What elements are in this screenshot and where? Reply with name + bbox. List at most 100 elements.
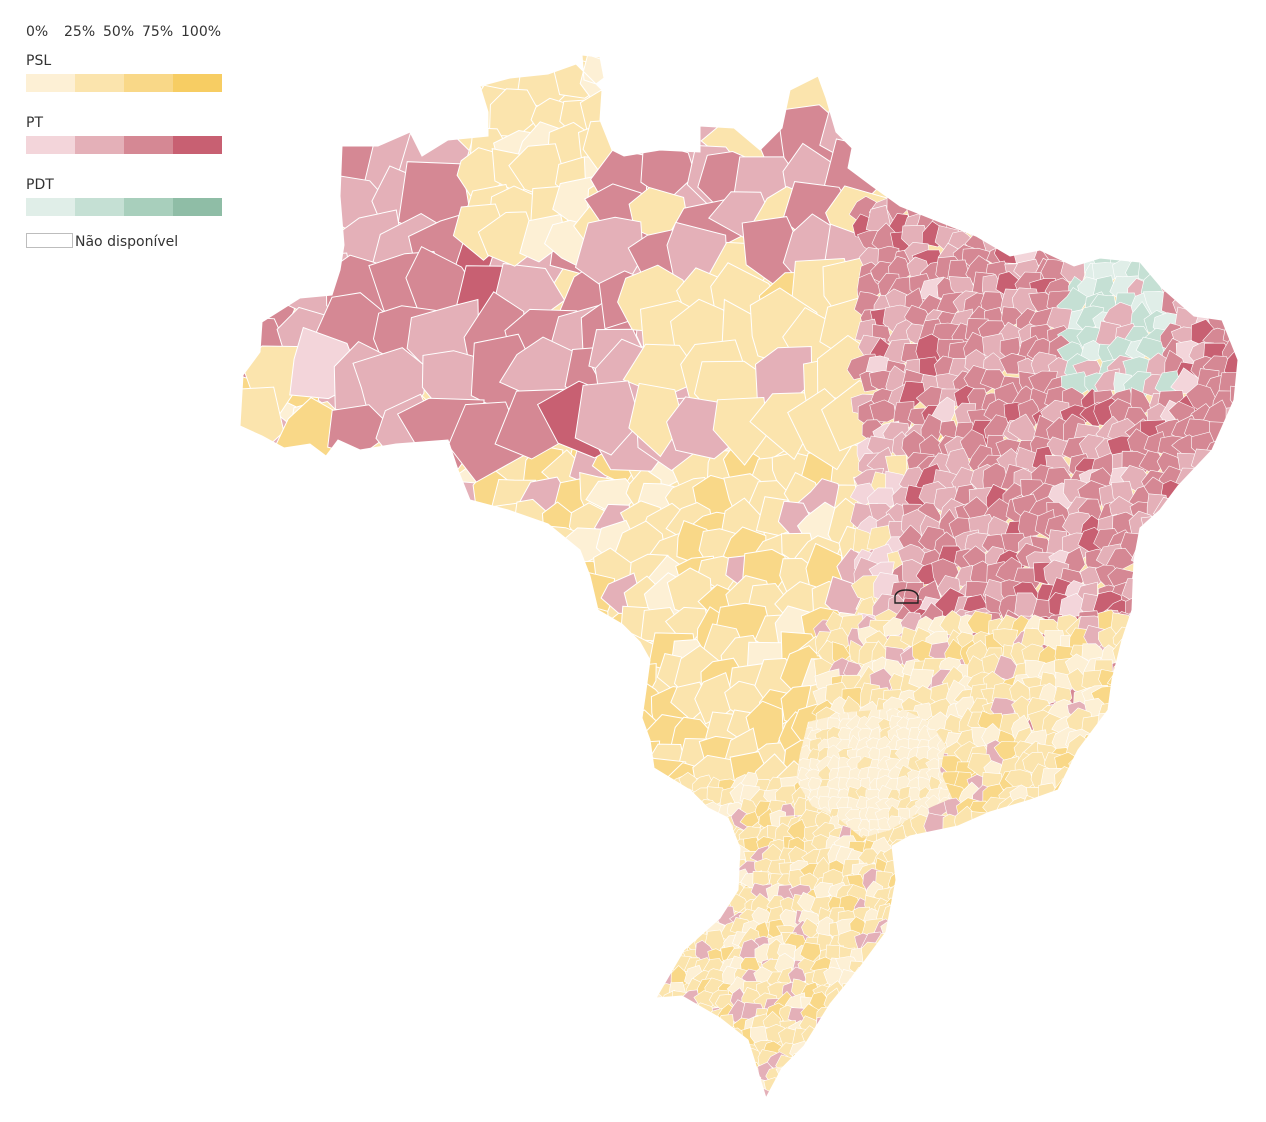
municipality (1206, 532, 1230, 564)
municipality (519, 626, 565, 676)
municipality (818, 1034, 837, 1060)
municipality (1128, 211, 1161, 238)
municipality (1176, 188, 1206, 215)
municipality (621, 916, 666, 955)
municipality (669, 1063, 686, 1081)
municipality (240, 705, 281, 758)
municipality (278, 574, 334, 622)
scale-label-75: 75% (142, 24, 174, 40)
municipality (645, 811, 668, 837)
municipality (860, 1032, 881, 1050)
municipality (309, 865, 351, 908)
municipality (1049, 197, 1082, 219)
municipality (1226, 609, 1238, 640)
municipality (680, 1086, 703, 1098)
municipality (438, 1095, 486, 1098)
municipality (812, 1106, 853, 1122)
municipality (281, 768, 331, 813)
municipality (1177, 592, 1205, 618)
municipality (1062, 232, 1090, 253)
municipality (515, 814, 562, 860)
municipality (566, 779, 611, 822)
municipality (261, 560, 294, 609)
municipality (708, 885, 729, 905)
municipality (694, 825, 713, 842)
municipality (575, 1028, 615, 1069)
municipality (339, 743, 381, 781)
municipality (259, 628, 306, 666)
municipality (344, 584, 380, 633)
municipality (880, 1103, 918, 1122)
municipality (472, 896, 517, 931)
municipality (1182, 519, 1207, 540)
municipality (693, 833, 712, 855)
municipality (851, 1103, 872, 1120)
municipality (256, 844, 291, 887)
municipality (1157, 614, 1184, 644)
municipality (1194, 692, 1220, 716)
municipality (1164, 582, 1186, 610)
municipality (718, 862, 738, 883)
municipality (668, 869, 721, 917)
municipality (887, 1085, 908, 1098)
municipality (1219, 573, 1238, 603)
municipality (644, 945, 664, 966)
municipality (541, 659, 591, 696)
municipality (488, 1047, 533, 1092)
municipality (291, 683, 331, 729)
municipality (671, 1095, 691, 1098)
municipality (1221, 696, 1238, 725)
municipality (484, 755, 536, 801)
ramp-step (26, 198, 75, 216)
municipality (656, 1071, 678, 1095)
municipality (847, 1003, 871, 1025)
municipality (657, 785, 678, 807)
municipality (492, 1019, 536, 1055)
municipality (467, 1091, 515, 1098)
municipality (1083, 758, 1111, 784)
municipality (592, 740, 639, 784)
municipality (1176, 656, 1204, 688)
municipality (407, 835, 449, 877)
municipality (1111, 744, 1135, 769)
municipality (527, 860, 566, 898)
municipality (742, 1100, 759, 1121)
municipality (247, 712, 302, 749)
municipality (649, 1041, 668, 1062)
municipality (886, 1014, 908, 1035)
municipality (717, 877, 733, 898)
municipality (240, 451, 279, 494)
municipality (594, 963, 636, 1011)
municipality (1218, 531, 1238, 563)
municipality (677, 917, 700, 939)
municipality (510, 675, 556, 725)
municipality (1039, 682, 1058, 705)
municipality (460, 941, 510, 987)
municipality (647, 785, 668, 804)
municipality (668, 910, 689, 930)
municipality (660, 898, 679, 917)
municipality (621, 794, 660, 838)
municipality (1049, 230, 1077, 255)
municipality (916, 963, 954, 1014)
municipality (410, 1026, 460, 1069)
municipality (833, 1047, 879, 1097)
municipality (668, 883, 686, 902)
municipality (758, 1096, 803, 1098)
municipality (625, 949, 672, 985)
municipality (648, 884, 667, 906)
municipality (934, 836, 952, 838)
municipality (390, 515, 430, 562)
municipality (542, 1075, 585, 1098)
municipality (682, 823, 705, 843)
municipality (527, 575, 567, 617)
municipality (570, 889, 619, 937)
legend-psl: PSL (26, 52, 236, 92)
municipality (240, 781, 274, 828)
municipality (645, 1006, 666, 1029)
municipality (941, 192, 963, 221)
municipality (645, 836, 667, 857)
municipality (309, 550, 364, 603)
municipality (1128, 654, 1157, 686)
municipality (454, 845, 504, 893)
